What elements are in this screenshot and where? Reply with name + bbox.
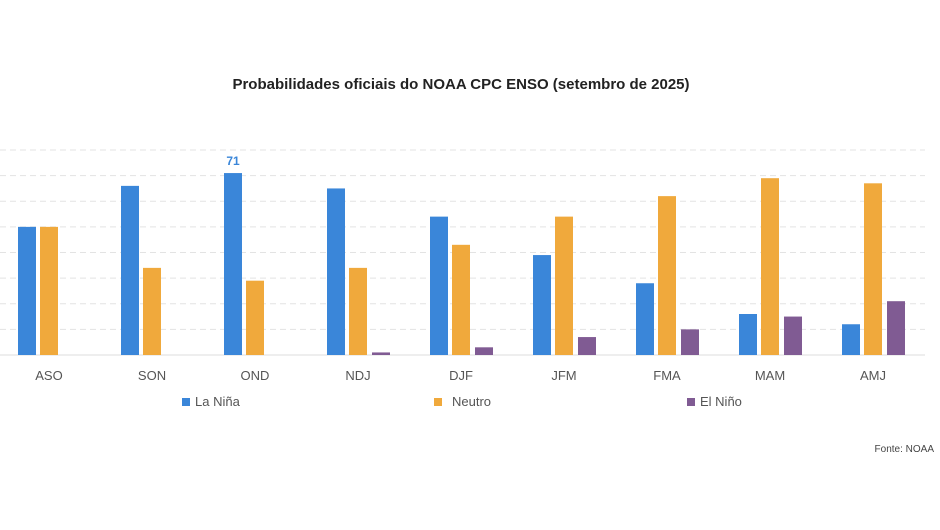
bar-la-nina-ndj bbox=[327, 188, 345, 355]
legend-label-neutro: Neutro bbox=[452, 394, 492, 409]
bar-la-nina-jfm bbox=[533, 255, 551, 355]
legend-label-la-nina: La Niña bbox=[195, 394, 240, 409]
x-tick-label: SON bbox=[138, 368, 166, 383]
x-tick-label: JFM bbox=[551, 368, 576, 383]
x-tick-label: MAM bbox=[755, 368, 785, 383]
legend-swatch-neutro bbox=[434, 397, 442, 406]
bar-la-nina-mam bbox=[739, 314, 757, 355]
bar-neutro-amj bbox=[864, 183, 882, 355]
bar-la-nina-amj bbox=[842, 324, 860, 355]
bar-el-nino-fma bbox=[681, 329, 699, 355]
bar-neutro-aso bbox=[40, 226, 58, 355]
bar-neutro-jfm bbox=[555, 216, 573, 355]
bar-neutro-mam bbox=[761, 178, 779, 355]
x-tick-label: AMJ bbox=[860, 368, 886, 383]
data-labels: 71 bbox=[226, 154, 240, 168]
legend-item-la-nina: La Niña bbox=[182, 394, 240, 409]
x-tick-label: ASO bbox=[35, 368, 62, 383]
x-tick-label: NDJ bbox=[345, 368, 370, 383]
bar-neutro-ond bbox=[246, 280, 264, 355]
source-note: Fonte: NOAA bbox=[874, 444, 934, 455]
bar-la-nina-djf bbox=[430, 216, 448, 355]
x-tick-label: DJF bbox=[449, 368, 473, 383]
bar-el-nino-mam bbox=[784, 316, 802, 355]
legend-swatch-el-nino bbox=[687, 397, 695, 406]
bar-la-nina-ond bbox=[224, 173, 242, 355]
bar-neutro-fma bbox=[658, 196, 676, 355]
x-axis-ticks: ASO SON OND NDJ DJF JFM FMA MAM AMJ bbox=[35, 368, 886, 383]
x-tick-label: FMA bbox=[653, 368, 681, 383]
legend-swatch-la-nina bbox=[182, 397, 190, 406]
bar-el-nino-ndj bbox=[372, 352, 390, 355]
bar-el-nino-djf bbox=[475, 347, 493, 355]
bar-el-nino-amj bbox=[887, 301, 905, 355]
chart-title: Probabilidades oficiais do NOAA CPC ENSO… bbox=[232, 76, 690, 93]
bar-la-nina-aso bbox=[18, 226, 36, 355]
bar-la-nina-fma bbox=[636, 283, 654, 355]
legend-label-el-nino: El Niño bbox=[700, 394, 742, 409]
bar-la-nina-son bbox=[121, 185, 139, 355]
legend-item-el-nino: El Niño bbox=[687, 394, 742, 409]
data-label: 71 bbox=[226, 154, 240, 168]
legend-item-neutro: Neutro bbox=[434, 394, 491, 409]
bar-neutro-djf bbox=[452, 244, 470, 355]
bar-neutro-son bbox=[143, 267, 161, 355]
bar-el-nino-jfm bbox=[578, 337, 596, 355]
x-tick-label: OND bbox=[241, 368, 270, 383]
bars bbox=[18, 173, 905, 355]
bar-neutro-ndj bbox=[349, 267, 367, 355]
